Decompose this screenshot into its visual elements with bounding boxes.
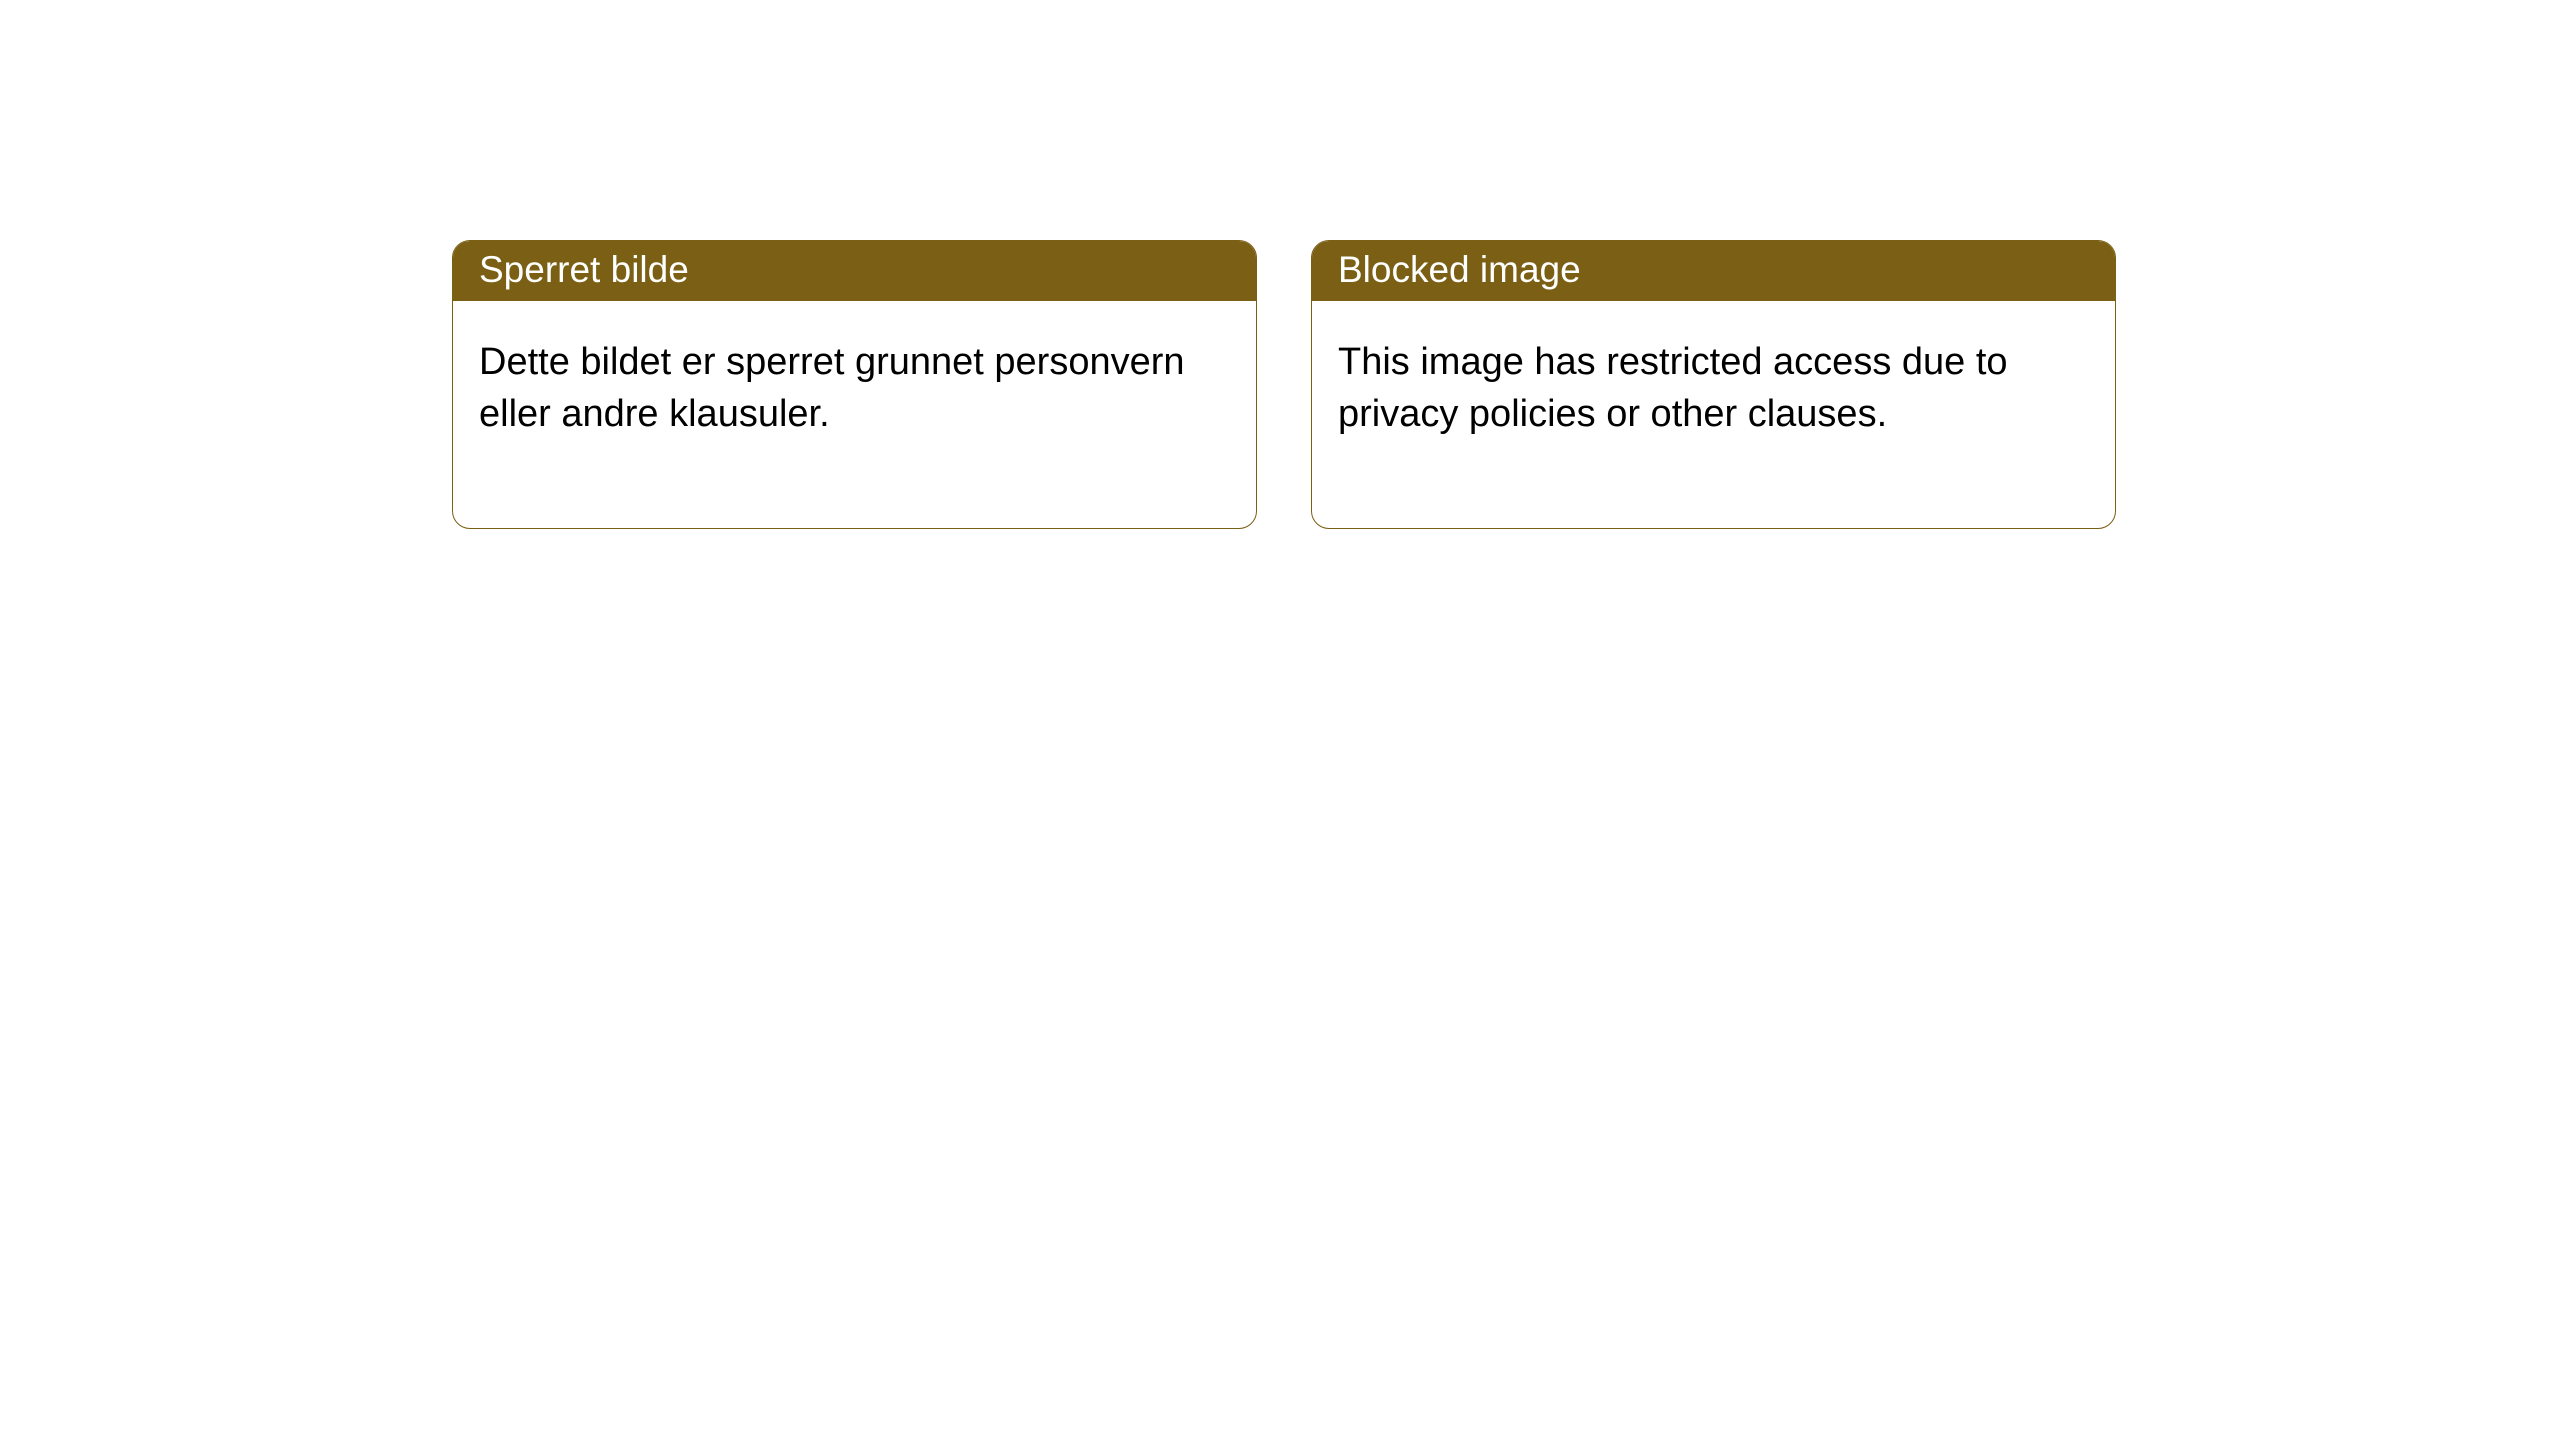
notice-header: Sperret bilde	[453, 241, 1256, 301]
notice-card-english: Blocked image This image has restricted …	[1311, 240, 2116, 529]
notice-container: Sperret bilde Dette bildet er sperret gr…	[0, 0, 2560, 529]
notice-body: This image has restricted access due to …	[1312, 301, 2115, 528]
notice-header: Blocked image	[1312, 241, 2115, 301]
notice-body: Dette bildet er sperret grunnet personve…	[453, 301, 1256, 528]
notice-card-norwegian: Sperret bilde Dette bildet er sperret gr…	[452, 240, 1257, 529]
